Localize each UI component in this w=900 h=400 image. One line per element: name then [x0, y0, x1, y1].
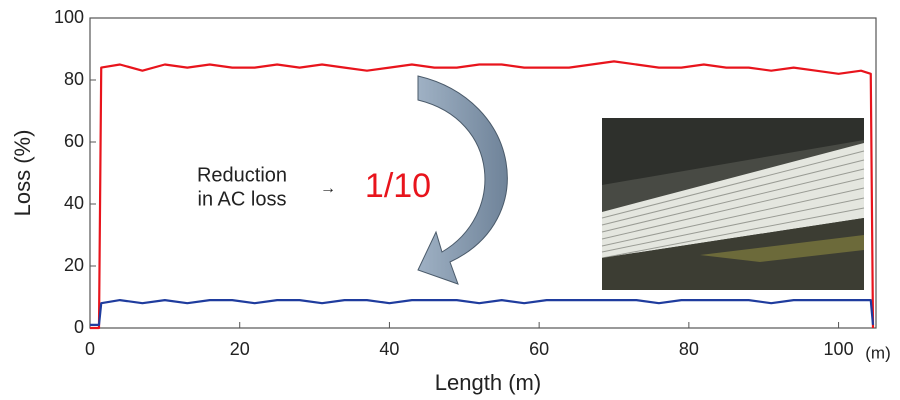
x-tick-label: 0 — [85, 339, 95, 359]
plot-frame — [89, 17, 877, 329]
x-tick-label: 40 — [379, 339, 399, 359]
y-axis-label: Loss (%) — [10, 130, 35, 217]
y-tick-label: 60 — [64, 131, 84, 151]
annotation-ratio: 1/10 — [365, 167, 431, 205]
x-unit: (m) — [865, 343, 890, 362]
y-tick-label: 20 — [64, 255, 84, 275]
y-tick-label: 100 — [54, 7, 84, 27]
x-tick-label: 80 — [679, 339, 699, 359]
plot-area: 0 20 40 60 80 100 0 20 40 60 80 100 — [54, 7, 877, 359]
x-axis-label: Length (m) — [435, 370, 541, 395]
annotation-arrow: → — [320, 180, 336, 197]
data-line — [90, 60, 875, 330]
y-tick-label: 80 — [64, 69, 84, 89]
annotation: in AC loss — [198, 188, 287, 210]
reduction-arrow — [417, 75, 508, 285]
y-tick-label: 0 — [74, 317, 84, 337]
annotation: Reduction — [197, 164, 287, 186]
y-tick-label: 40 — [64, 193, 84, 213]
x-tick-label: 100 — [824, 339, 854, 359]
photo-inset — [601, 118, 865, 290]
data-line — [90, 299, 875, 326]
x-tick-label: 60 — [529, 339, 549, 359]
x-tick-label: 20 — [230, 339, 250, 359]
